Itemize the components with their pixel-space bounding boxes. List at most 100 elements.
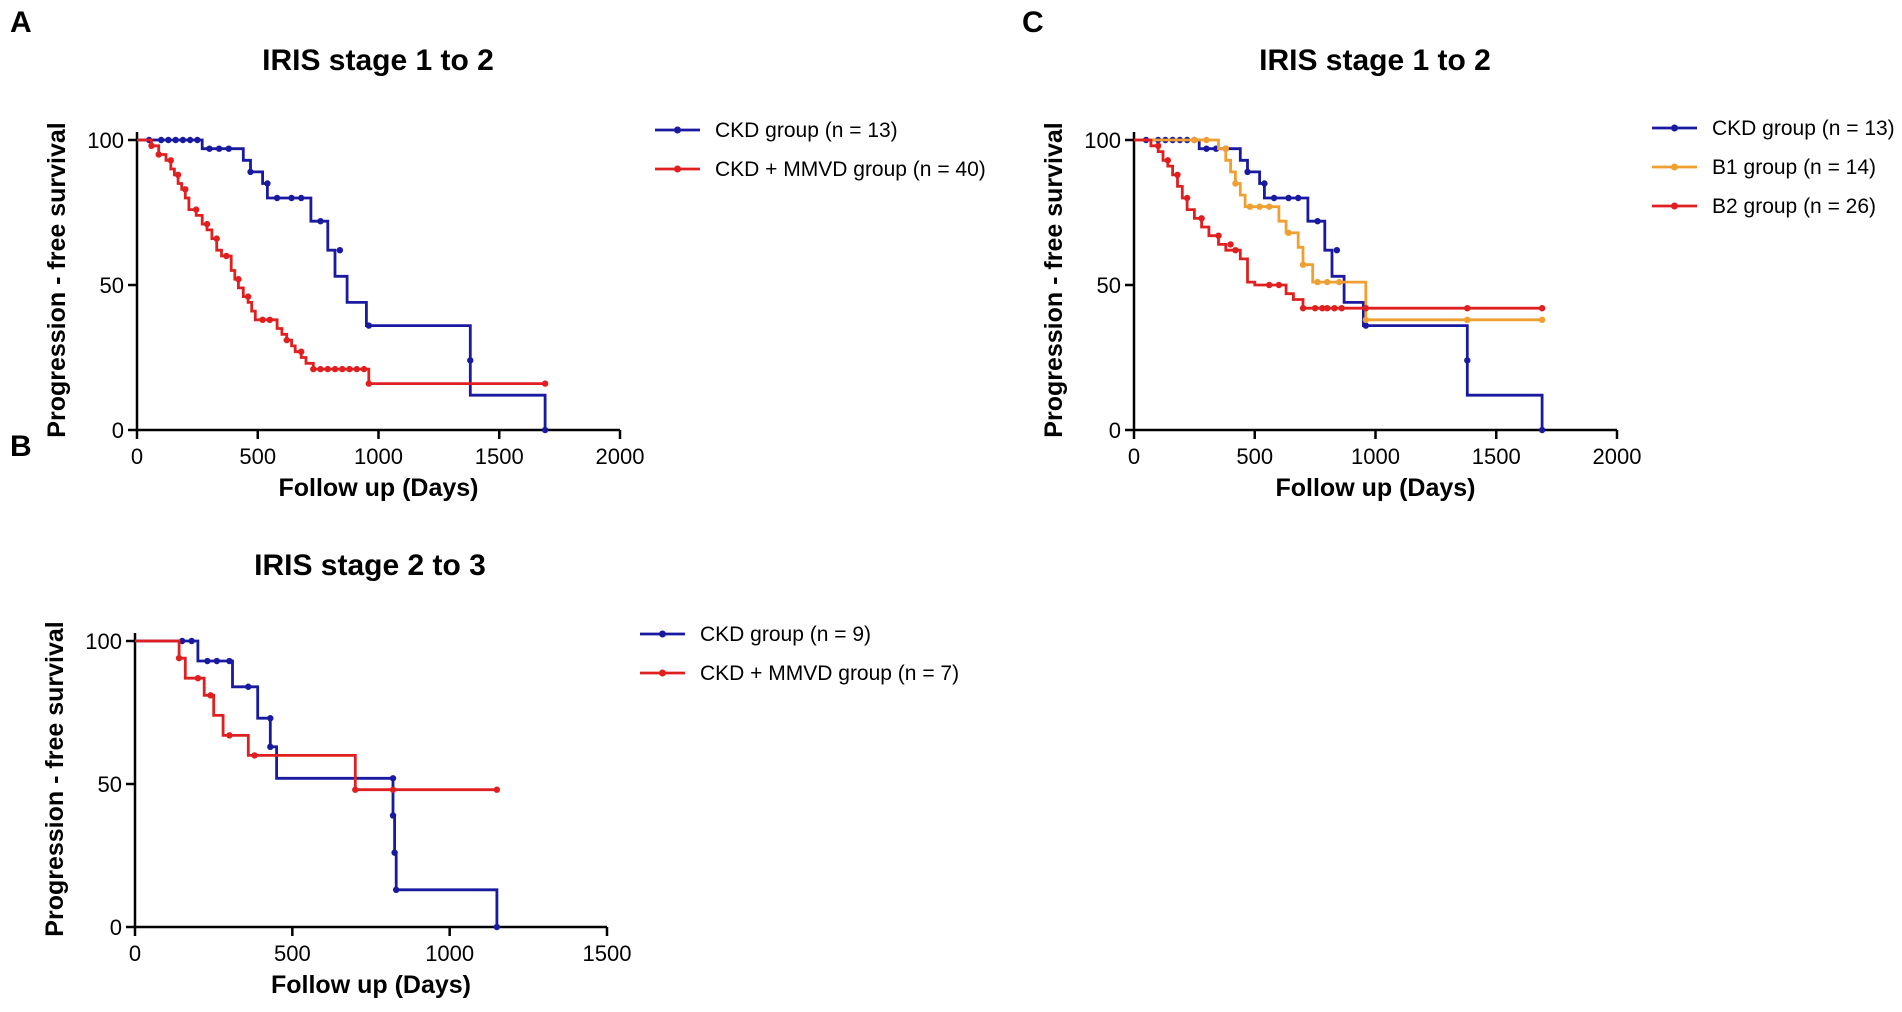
series-1 <box>135 637 501 931</box>
censor-point <box>1246 203 1254 210</box>
panel-letter-c: C <box>1022 6 1044 39</box>
chart-title: IRIS stage 1 to 2 <box>262 44 494 77</box>
censor-point <box>245 683 252 690</box>
survival-step-line <box>135 639 499 927</box>
x-tick-label: 2000 <box>596 444 645 469</box>
censor-point <box>1203 136 1210 144</box>
y-tick-label: 0 <box>112 418 124 443</box>
censor-point <box>391 849 398 856</box>
legend-item-2: CKD + MMVD group (n = 7) <box>640 662 959 685</box>
censor-point <box>273 194 281 202</box>
censor-point <box>1270 194 1278 202</box>
censor-point <box>310 365 317 373</box>
y-tick-label: 100 <box>85 629 122 654</box>
censor-point <box>194 674 202 682</box>
legend-label: CKD group (n = 9) <box>700 623 871 646</box>
censor-point <box>336 247 344 254</box>
censor-point <box>204 657 211 665</box>
censor-point <box>215 145 223 152</box>
legend-marker <box>1671 124 1678 132</box>
legend-marker <box>659 669 666 677</box>
censor-point <box>213 235 220 242</box>
censor-point <box>1164 157 1172 164</box>
series-1 <box>1134 136 1546 434</box>
censor-point <box>213 657 221 665</box>
censor-point <box>165 136 172 144</box>
censor-point <box>365 380 373 387</box>
legend-label: B1 group (n = 14) <box>1712 156 1876 179</box>
x-axis-label: Follow up (Days) <box>279 474 479 502</box>
legend-item-2: B1 group (n = 14) <box>1652 156 1876 179</box>
legend-item-1: CKD group (n = 9) <box>640 623 871 646</box>
censor-point <box>1232 247 1239 254</box>
x-tick-label: 0 <box>1128 444 1140 469</box>
censor-point <box>317 218 324 225</box>
x-tick-label: 0 <box>129 941 141 966</box>
censor-point <box>1244 168 1251 176</box>
legend-item-1: CKD group (n = 13) <box>655 119 898 142</box>
y-tick-label: 0 <box>110 915 122 940</box>
censor-point <box>1314 218 1321 225</box>
censor-point <box>1275 281 1283 289</box>
x-tick-label: 1500 <box>583 941 632 966</box>
censor-point <box>1266 203 1273 210</box>
legend-marker <box>1671 202 1678 210</box>
legend-marker <box>674 126 681 134</box>
censor-point <box>206 145 213 152</box>
censor-point <box>1464 357 1471 364</box>
x-tick-label: 1500 <box>1472 444 1521 469</box>
censor-point <box>1203 145 1210 152</box>
censor-point <box>1362 322 1370 329</box>
censor-point <box>1464 305 1471 312</box>
censor-point <box>1266 281 1273 289</box>
censor-point <box>1338 305 1345 312</box>
censor-point <box>1311 305 1319 312</box>
censor-point <box>339 365 346 373</box>
series-3 <box>1134 138 1546 312</box>
censor-point <box>182 186 189 193</box>
censor-point <box>223 252 230 260</box>
censor-point <box>1183 194 1191 202</box>
censor-point <box>186 136 194 144</box>
censor-point <box>267 743 274 751</box>
censor-point <box>1336 278 1343 286</box>
censor-point <box>1191 136 1198 144</box>
chart-title: IRIS stage 2 to 3 <box>254 549 486 582</box>
censor-point <box>467 357 474 364</box>
censor-point <box>226 657 233 665</box>
censor-point <box>1362 316 1370 323</box>
y-tick-label: 50 <box>1097 273 1121 298</box>
censor-point <box>1333 247 1341 254</box>
censor-point <box>493 786 501 793</box>
x-tick-label: 500 <box>239 444 276 469</box>
censor-point <box>283 336 290 344</box>
censor-point <box>267 715 274 722</box>
legend-marker <box>659 630 666 638</box>
survival-step-line <box>137 138 546 386</box>
censor-point <box>1261 180 1268 187</box>
legend-label: CKD group (n = 13) <box>715 119 898 142</box>
censor-point <box>1154 142 1162 149</box>
censor-point <box>1299 305 1307 312</box>
series-2 <box>137 138 549 387</box>
censor-point <box>1299 261 1307 268</box>
x-tick-label: 500 <box>274 941 311 966</box>
censor-point <box>167 157 175 164</box>
censor-point <box>1538 426 1546 434</box>
x-tick-label: 1500 <box>475 444 524 469</box>
censor-point <box>389 786 397 793</box>
censor-point <box>1314 278 1321 286</box>
censor-point <box>188 637 195 645</box>
x-tick-label: 0 <box>131 444 143 469</box>
x-axis-label: Follow up (Days) <box>1276 474 1476 502</box>
censor-point <box>1324 278 1331 286</box>
x-axis-label: Follow up (Days) <box>271 971 471 999</box>
y-axis-label: Progression - free survival <box>43 122 71 437</box>
censor-point <box>1227 241 1234 248</box>
censor-point <box>1222 145 1229 152</box>
censor-point <box>360 365 368 373</box>
legend-item-1: CKD group (n = 13) <box>1652 117 1895 140</box>
